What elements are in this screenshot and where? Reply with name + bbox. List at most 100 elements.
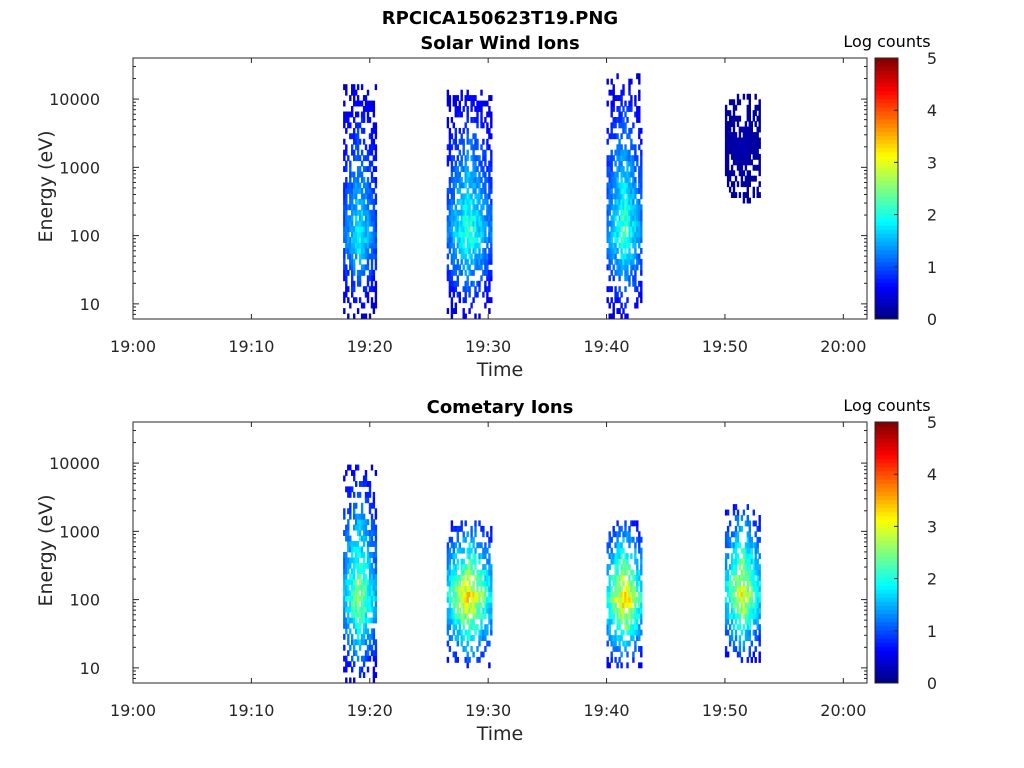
spectrogram-cell bbox=[628, 575, 631, 581]
colorbar-tick-label: 1 bbox=[927, 622, 937, 641]
spectrogram-cell bbox=[466, 591, 469, 598]
spectrogram-cell bbox=[638, 607, 641, 614]
spectrogram-cell bbox=[364, 491, 368, 498]
spectrogram-cell bbox=[472, 596, 475, 603]
spectrogram-cell bbox=[446, 618, 450, 625]
spectrogram-cell bbox=[488, 297, 491, 304]
spectrogram-cell bbox=[606, 193, 609, 200]
spectrogram-cell bbox=[364, 481, 368, 487]
y-tick-label: 1000 bbox=[59, 522, 100, 541]
spectrogram-cell bbox=[746, 170, 749, 177]
spectrogram-cell bbox=[462, 646, 465, 652]
spectrogram-cell bbox=[464, 171, 467, 178]
spectrogram-cell bbox=[482, 188, 485, 194]
spectrogram-cell bbox=[738, 558, 742, 565]
spectrogram-cell bbox=[364, 155, 368, 162]
spectrogram-cell bbox=[358, 644, 362, 651]
spectrogram-cell bbox=[490, 117, 493, 123]
spectrogram-cell bbox=[484, 607, 487, 614]
spectrogram-cell bbox=[360, 617, 364, 624]
spectrogram-cell bbox=[368, 242, 372, 249]
spectrogram-cell bbox=[458, 106, 461, 112]
spectrogram-cell bbox=[470, 536, 473, 543]
spectrogram-cell bbox=[458, 591, 461, 598]
spectrogram-cell bbox=[454, 127, 457, 134]
spectrogram-cell bbox=[370, 242, 374, 249]
spectrogram-cell bbox=[742, 132, 746, 138]
spectrogram-cell bbox=[347, 117, 350, 123]
spectrogram-cell bbox=[364, 612, 368, 618]
spectrogram-cell bbox=[345, 144, 348, 151]
spectrogram-cell bbox=[347, 524, 350, 531]
spectrogram-cell bbox=[640, 248, 643, 254]
spectrogram-cell bbox=[372, 100, 376, 107]
spectrogram-cell bbox=[474, 248, 477, 254]
spectrogram-cell bbox=[351, 606, 354, 613]
spectrogram-cell bbox=[626, 553, 629, 560]
spectrogram-cell bbox=[610, 313, 613, 320]
x-tick-label: 19:20 bbox=[347, 337, 393, 356]
spectrogram-cell bbox=[468, 575, 471, 581]
spectrogram-cell bbox=[362, 579, 366, 586]
spectrogram-cell bbox=[742, 575, 746, 581]
spectrogram-cell bbox=[353, 557, 356, 564]
spectrogram-cell bbox=[474, 613, 477, 620]
spectrogram-cell bbox=[462, 624, 465, 631]
spectrogram-cell bbox=[456, 166, 459, 172]
spectrogram-cell bbox=[372, 639, 376, 646]
spectrogram-cell bbox=[486, 220, 489, 227]
spectrogram-cell bbox=[470, 215, 473, 222]
spectrogram-cell bbox=[356, 546, 360, 553]
spectrogram-cell bbox=[640, 149, 643, 156]
spectrogram-cell bbox=[374, 193, 378, 200]
spectrogram-cell bbox=[632, 520, 635, 527]
spectrogram-cell bbox=[488, 591, 491, 598]
spectrogram-cell bbox=[748, 580, 751, 587]
spectrogram-cell bbox=[618, 646, 621, 652]
spectrogram-cell bbox=[746, 629, 749, 636]
spectrogram-cell bbox=[360, 100, 364, 107]
spectrogram-cell bbox=[618, 607, 621, 614]
spectrogram-cell bbox=[374, 253, 378, 260]
spectrogram-cell bbox=[490, 242, 493, 249]
spectrogram-cell bbox=[468, 209, 471, 216]
spectrogram-cell bbox=[476, 613, 479, 620]
colorbar-segment bbox=[875, 257, 898, 263]
spectrogram-cell bbox=[632, 204, 635, 211]
colorbar-segment bbox=[875, 233, 898, 238]
spectrogram-cell bbox=[636, 258, 639, 265]
spectrogram-cell bbox=[622, 629, 625, 636]
spectrogram-cell bbox=[366, 198, 370, 205]
spectrogram-cell bbox=[353, 546, 356, 553]
spectrogram-cell bbox=[484, 193, 487, 200]
spectrogram-cell bbox=[624, 242, 627, 249]
spectrogram-cell bbox=[742, 137, 746, 144]
spectrogram-cell bbox=[636, 520, 639, 527]
spectrogram-cell bbox=[490, 209, 493, 216]
spectrogram-cell bbox=[349, 595, 352, 602]
spectrogram-cell bbox=[630, 586, 633, 592]
spectrogram-cell bbox=[368, 568, 372, 575]
spectrogram-cell bbox=[606, 188, 609, 194]
colorbar-segment bbox=[875, 422, 898, 427]
spectrogram-cell bbox=[374, 144, 378, 151]
spectrogram-cell bbox=[634, 100, 637, 107]
spectrogram-cell bbox=[456, 536, 459, 543]
spectrogram-cell bbox=[372, 226, 376, 233]
spectrogram-cell bbox=[636, 111, 639, 118]
spectrogram-cell bbox=[620, 569, 623, 576]
spectrogram-cell bbox=[484, 569, 487, 576]
spectrogram-cell bbox=[628, 149, 631, 156]
spectrogram-cell bbox=[468, 95, 471, 101]
spectrogram-cell bbox=[622, 166, 625, 172]
spectrogram-cell bbox=[746, 635, 749, 642]
spectrogram-cell bbox=[636, 575, 639, 581]
spectrogram-cell bbox=[728, 137, 732, 144]
spectrogram-cell bbox=[464, 248, 467, 254]
spectrogram-cell bbox=[640, 220, 643, 227]
spectrogram-cell bbox=[347, 491, 350, 498]
spectrogram-cell bbox=[606, 297, 609, 304]
colorbar-segment bbox=[875, 678, 898, 684]
spectrogram-cell bbox=[486, 253, 489, 260]
